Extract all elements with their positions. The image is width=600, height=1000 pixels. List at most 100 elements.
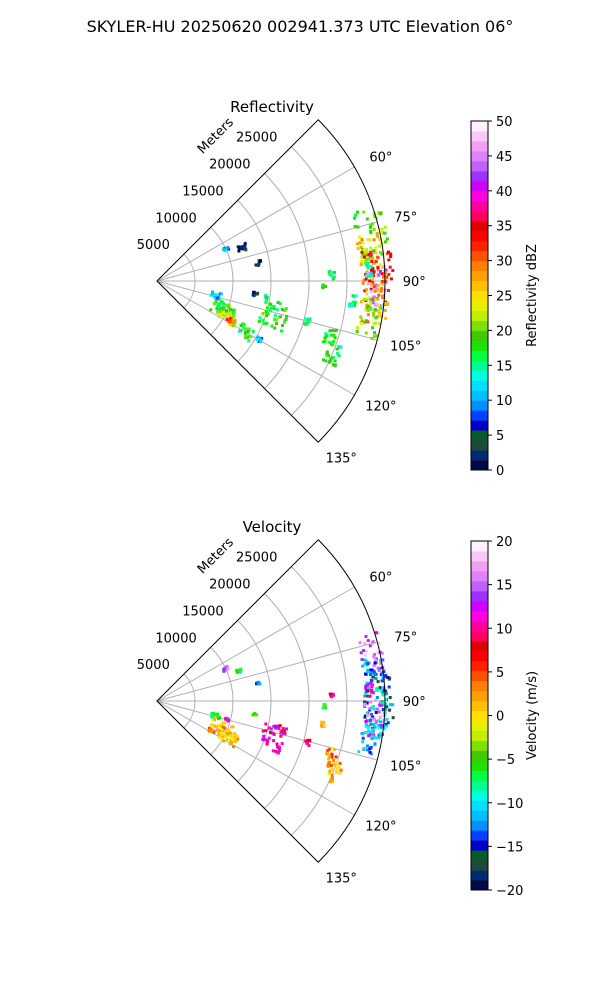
echo-cell	[385, 237, 389, 241]
echo-cluster	[321, 702, 328, 710]
echo-cell	[334, 755, 338, 759]
echo-cell	[232, 314, 236, 318]
echo-cell	[230, 308, 234, 312]
range-tick-label: 15000	[182, 184, 223, 199]
echo-cell	[231, 318, 235, 322]
azimuth-tick-label: 90°	[403, 695, 426, 710]
echo-cell	[388, 696, 392, 700]
echo-cell	[265, 296, 269, 300]
echo-cell	[358, 235, 362, 239]
echo-cell	[249, 335, 253, 339]
echo-cell	[379, 703, 383, 707]
echo-cell	[364, 308, 368, 312]
panel-title: Velocity	[243, 518, 302, 536]
echo-cell	[368, 672, 372, 676]
echo-cell	[384, 240, 388, 244]
range-tick-label: 10000	[155, 631, 196, 646]
echo-cell	[339, 345, 343, 349]
echo-cell	[365, 273, 369, 277]
echo-cluster	[326, 761, 343, 784]
echo-cell	[284, 317, 288, 321]
colorbar-swatch	[471, 830, 488, 841]
echo-cell	[368, 300, 372, 304]
echo-cell	[330, 755, 334, 759]
echo-cell	[216, 302, 220, 306]
colorbar-label: Velocity (m/s)	[525, 671, 540, 760]
echo-cell	[264, 722, 268, 726]
echo-cell	[330, 767, 334, 771]
echo-cell	[378, 703, 382, 707]
echo-cell	[384, 273, 388, 277]
echo-cell	[377, 273, 381, 277]
echo-cell	[354, 213, 358, 217]
echo-cell	[367, 252, 371, 256]
echo-cell	[369, 679, 373, 683]
azimuth-tick-label: 105°	[390, 760, 421, 775]
echo-cell	[359, 315, 363, 319]
colorbar-swatch	[471, 220, 488, 232]
echo-cell	[337, 344, 341, 348]
echo-cell	[337, 354, 341, 358]
echo-cell	[361, 664, 365, 668]
echo-cell	[306, 742, 310, 746]
echo-cell	[219, 314, 223, 318]
colorbar-swatch	[471, 360, 488, 371]
echo-cell	[225, 733, 229, 737]
echo-cell	[306, 738, 310, 742]
echo-cell	[240, 247, 244, 251]
echo-cell	[222, 669, 226, 673]
echo-cell	[369, 231, 373, 235]
echo-cell	[326, 353, 330, 357]
echo-cell	[279, 730, 283, 734]
echo-cell	[368, 707, 372, 711]
echo-cell	[369, 722, 373, 726]
echo-cell	[373, 661, 377, 665]
echo-cell	[335, 328, 339, 332]
echo-cell	[363, 642, 367, 646]
echo-cluster	[261, 722, 288, 746]
echo-cell	[280, 742, 284, 746]
echo-cell	[391, 716, 395, 720]
range-tick-label: 20000	[209, 158, 250, 173]
colorbar-tick-label: 5	[496, 429, 504, 444]
echo-cell	[244, 248, 248, 252]
colorbar-swatch	[471, 330, 488, 341]
colorbar-swatch	[471, 670, 488, 682]
colorbar-swatch	[471, 350, 488, 361]
echo-cell	[361, 732, 365, 736]
echo-cell	[353, 300, 357, 304]
echo-cell	[338, 761, 342, 765]
echo-cell	[383, 301, 387, 305]
echo-cell	[377, 725, 381, 729]
echo-cell	[373, 214, 377, 218]
echo-cell	[365, 297, 369, 301]
echo-cluster	[251, 290, 260, 298]
echo-cell	[368, 694, 372, 698]
echo-cluster	[364, 261, 374, 278]
echo-cell	[264, 729, 268, 733]
echo-cell	[360, 238, 364, 242]
echo-cell	[271, 749, 275, 753]
echo-cell	[330, 274, 334, 278]
echo-cell	[370, 671, 374, 675]
echo-cell	[269, 306, 273, 310]
echo-cell	[243, 332, 247, 336]
echo-cell	[259, 340, 263, 344]
echo-cell	[379, 715, 383, 719]
echo-cell	[272, 724, 276, 728]
echo-cell	[383, 308, 387, 312]
echo-cell	[251, 293, 255, 297]
echo-cell	[331, 777, 335, 781]
echo-cell	[226, 717, 230, 721]
echo-cell	[224, 734, 228, 738]
echo-cell	[242, 326, 246, 330]
echo-cell	[385, 705, 389, 709]
echo-cell	[391, 703, 395, 707]
echo-cell	[256, 335, 260, 339]
echo-cell	[371, 222, 375, 226]
range-axis-label: Meters	[195, 535, 237, 577]
echo-cell	[381, 701, 385, 705]
colorbar-tick-label: 25	[496, 290, 513, 305]
echo-cell	[368, 644, 372, 648]
echo-cluster	[304, 738, 312, 747]
